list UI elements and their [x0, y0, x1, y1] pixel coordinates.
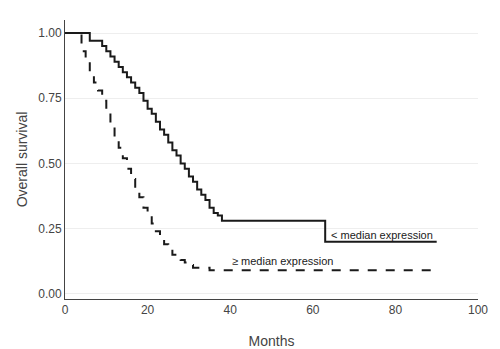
svg-text:Overall survival: Overall survival	[14, 112, 30, 208]
svg-text:0.25: 0.25	[38, 222, 62, 236]
svg-text:100: 100	[468, 303, 488, 317]
svg-text:0.00: 0.00	[38, 287, 62, 301]
svg-text:60: 60	[306, 303, 320, 317]
svg-text:< median expression: < median expression	[331, 229, 433, 241]
svg-text:0.75: 0.75	[38, 91, 62, 105]
svg-text:Months: Months	[249, 333, 295, 349]
svg-text:1.00: 1.00	[38, 26, 62, 40]
svg-text:40: 40	[224, 303, 238, 317]
svg-text:≥ median expression: ≥ median expression	[232, 255, 333, 267]
svg-text:80: 80	[389, 303, 403, 317]
svg-text:20: 20	[141, 303, 155, 317]
svg-text:0: 0	[62, 303, 69, 317]
svg-text:0.50: 0.50	[38, 157, 62, 171]
